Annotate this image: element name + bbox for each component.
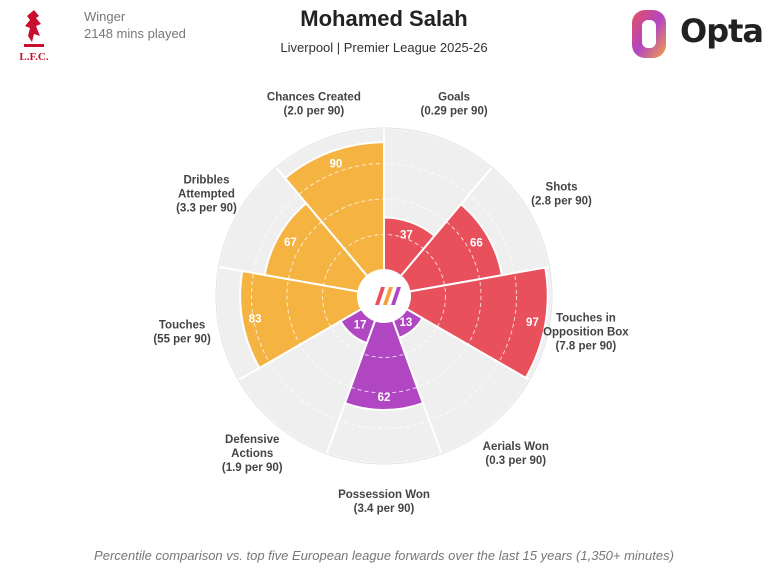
center-hub	[360, 272, 408, 320]
bar-touches-in-opposition-box	[405, 266, 549, 380]
bar-touches	[239, 269, 363, 370]
page-subtitle: Liverpool | Premier League 2025-26	[280, 40, 488, 55]
liverbird-logo: L.F.C.	[19, 10, 49, 63]
footnote: Percentile comparison vs. top five Europ…	[94, 548, 674, 563]
value-label: 90	[329, 159, 342, 171]
value-label: 17	[354, 319, 367, 331]
gridline	[322, 234, 446, 358]
player-position: Winger	[84, 9, 126, 24]
bar-chances-created	[283, 141, 385, 278]
value-label: 13	[399, 317, 412, 329]
metric-label: Possession Won (3.4 per 90)	[338, 489, 430, 515]
opta-logo-mark	[632, 10, 666, 58]
bar-shots	[399, 202, 504, 293]
page-title: Mohamed Salah	[300, 6, 468, 31]
club-text: L.F.C.	[19, 51, 48, 63]
value-label: 83	[249, 314, 262, 326]
outer-ring	[215, 127, 553, 465]
metric-label: Goals (0.29 per 90)	[421, 91, 488, 117]
metric-label: Aerials Won (0.3 per 90)	[483, 441, 549, 467]
gridline	[251, 163, 517, 429]
value-label: 62	[378, 392, 391, 404]
value-label: 97	[526, 317, 539, 329]
metric-label: Touches in Opposition Box (7.8 per 90)	[543, 313, 629, 353]
metric-label: Touches (55 per 90)	[153, 320, 211, 346]
metric-label: Defensive Actions (1.9 per 90)	[222, 434, 283, 474]
value-label: 37	[400, 229, 413, 241]
metric-label: Shots (2.8 per 90)	[531, 182, 592, 208]
metric-label: Dribbles Attempted (3.3 per 90)	[176, 175, 237, 215]
player-info: Winger 2148 mins played	[84, 8, 186, 42]
gridline	[286, 198, 482, 394]
value-label: 66	[470, 238, 483, 250]
player-minutes: 2148 mins played	[84, 26, 186, 41]
center-opta-icon	[375, 287, 401, 305]
metric-label: Chances Created (2.0 per 90)	[267, 91, 361, 117]
provider-logo-text: Opta	[680, 12, 764, 50]
value-label: 67	[284, 237, 297, 249]
bar-possession-won	[343, 319, 425, 411]
